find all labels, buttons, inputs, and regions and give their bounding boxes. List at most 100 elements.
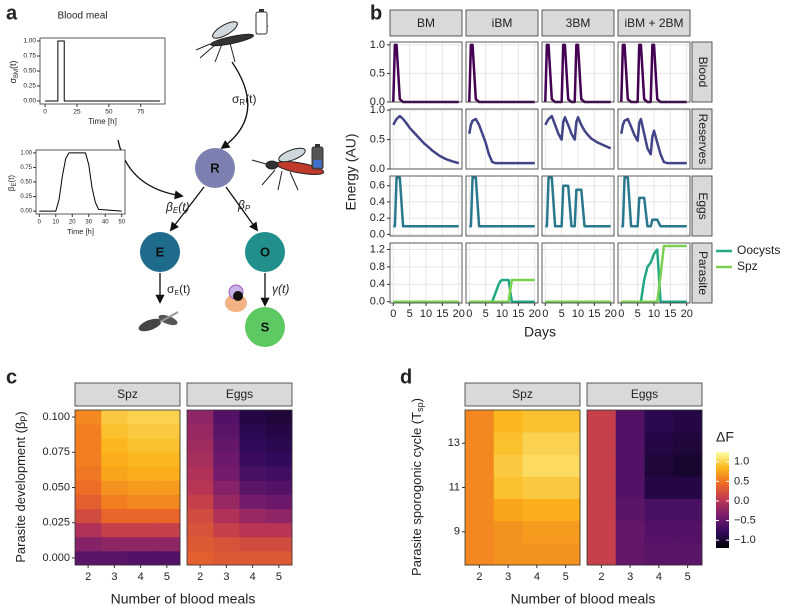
heat-cell xyxy=(187,508,214,524)
panel-border xyxy=(389,108,463,170)
heat-cell xyxy=(522,476,552,499)
x-tick-label: 5 xyxy=(559,308,565,320)
heat-cell xyxy=(239,410,267,425)
x-tick-label: 5 xyxy=(563,571,569,583)
heat-cell xyxy=(644,410,674,433)
x-tick-label: 20 xyxy=(605,308,617,320)
heat-cell xyxy=(493,498,523,522)
x-tick-label: 0 xyxy=(43,109,47,116)
heat-cell xyxy=(644,432,674,455)
panel-letter: b xyxy=(370,2,382,24)
mosquito-icon xyxy=(251,147,325,191)
heat-cell xyxy=(213,480,240,495)
heat-cell xyxy=(187,452,214,467)
heat-cell xyxy=(75,438,102,453)
heat-cell xyxy=(265,494,293,510)
data-line xyxy=(621,176,687,228)
heat-cell xyxy=(465,542,495,566)
heat-cell xyxy=(465,432,495,455)
edge-label-part: R xyxy=(239,98,245,107)
x-tick-label: 20 xyxy=(69,220,76,226)
y-tick-label: 0.000 xyxy=(42,552,70,564)
heat-cell xyxy=(615,476,645,499)
heat-cell xyxy=(493,542,523,566)
plot-frame xyxy=(39,37,166,105)
y-axis-label: Parasite development (βP) xyxy=(13,411,29,563)
x-tick-label: 10 xyxy=(52,220,59,226)
strip-label: Blood xyxy=(696,57,710,88)
panel-letter: c xyxy=(6,366,17,388)
x-tick-label: 20 xyxy=(453,308,465,320)
node xyxy=(245,232,285,272)
arrow xyxy=(169,186,205,232)
heat-cell xyxy=(153,536,181,552)
y-tick-label: 0.0 xyxy=(370,228,385,240)
heat-cell xyxy=(239,508,267,524)
x-tick-label: 30 xyxy=(85,220,92,226)
x-tick-label: 4 xyxy=(656,571,662,583)
node-label: R xyxy=(210,160,220,175)
x-tick-label: 10 xyxy=(496,308,508,320)
y-tick-label: 1.2 xyxy=(370,243,385,255)
strip xyxy=(586,382,703,407)
edge-label-part: σ xyxy=(167,282,175,296)
x-tick-label: 5 xyxy=(483,308,489,320)
y-tick-label: 0.4 xyxy=(370,196,385,208)
x-tick-label: 4 xyxy=(138,571,144,583)
heat-cell xyxy=(127,522,155,538)
arrow xyxy=(225,186,259,232)
y-tick-label: 0.025 xyxy=(42,517,70,529)
heat-cell xyxy=(153,508,181,524)
x-tick-label: 20 xyxy=(529,308,541,320)
heat-cell xyxy=(101,410,128,425)
legend-label: Spz xyxy=(737,259,758,273)
data-line xyxy=(544,114,612,150)
heat-cell xyxy=(213,550,240,566)
y-axis-label: βE(t) xyxy=(7,175,17,192)
y-tick-label: 0.00 xyxy=(23,98,36,105)
heat-cell xyxy=(239,522,267,538)
x-tick-label: 0 xyxy=(38,220,42,226)
x-tick-label: 0 xyxy=(390,308,396,320)
heat-cell xyxy=(239,494,267,510)
heat-cell xyxy=(493,410,523,433)
y-tick-label: 1.0 xyxy=(370,39,385,51)
label-part: BM xyxy=(14,69,20,78)
y-tick-label: 0.5 xyxy=(370,133,385,145)
heat-cell xyxy=(587,542,617,566)
heat-cell xyxy=(587,432,617,455)
heat-cell xyxy=(127,466,155,481)
node xyxy=(140,232,180,272)
x-tick-label: 4 xyxy=(250,571,256,583)
strip-label: Spz xyxy=(117,387,138,401)
label-part: (t) xyxy=(8,60,18,69)
plot-frame xyxy=(35,149,126,215)
y-tick-label: 13 xyxy=(448,437,460,449)
x-tick-label: 15 xyxy=(588,308,600,320)
heat-cell xyxy=(187,480,214,495)
strip-label: Eggs xyxy=(226,387,253,401)
node xyxy=(245,307,285,347)
heat-cell xyxy=(493,520,523,544)
y-tick-label: 0.050 xyxy=(42,481,70,493)
x-tick-label: 20 xyxy=(681,308,693,320)
y-tick-label: 0.00 xyxy=(20,209,32,215)
x-tick-label: 5 xyxy=(685,571,691,583)
heat-cell xyxy=(127,536,155,552)
y-tick-label: 0.075 xyxy=(42,446,70,458)
heat-cell xyxy=(551,520,581,544)
heat-cell xyxy=(101,536,128,552)
edge-label: σE(t) xyxy=(167,282,190,297)
x-axis-label: Number of blood meals xyxy=(511,591,656,607)
heat-cell xyxy=(673,476,703,499)
strip xyxy=(691,41,713,103)
heat-cell xyxy=(153,424,181,439)
heat-cell xyxy=(127,424,155,439)
heat-cell xyxy=(265,522,293,538)
strip xyxy=(617,9,691,37)
panel-border xyxy=(389,175,463,237)
heat-cell xyxy=(101,494,128,510)
heat-cell xyxy=(213,438,240,453)
edge-label-part: (t) xyxy=(245,92,256,106)
heat-cell xyxy=(127,438,155,453)
